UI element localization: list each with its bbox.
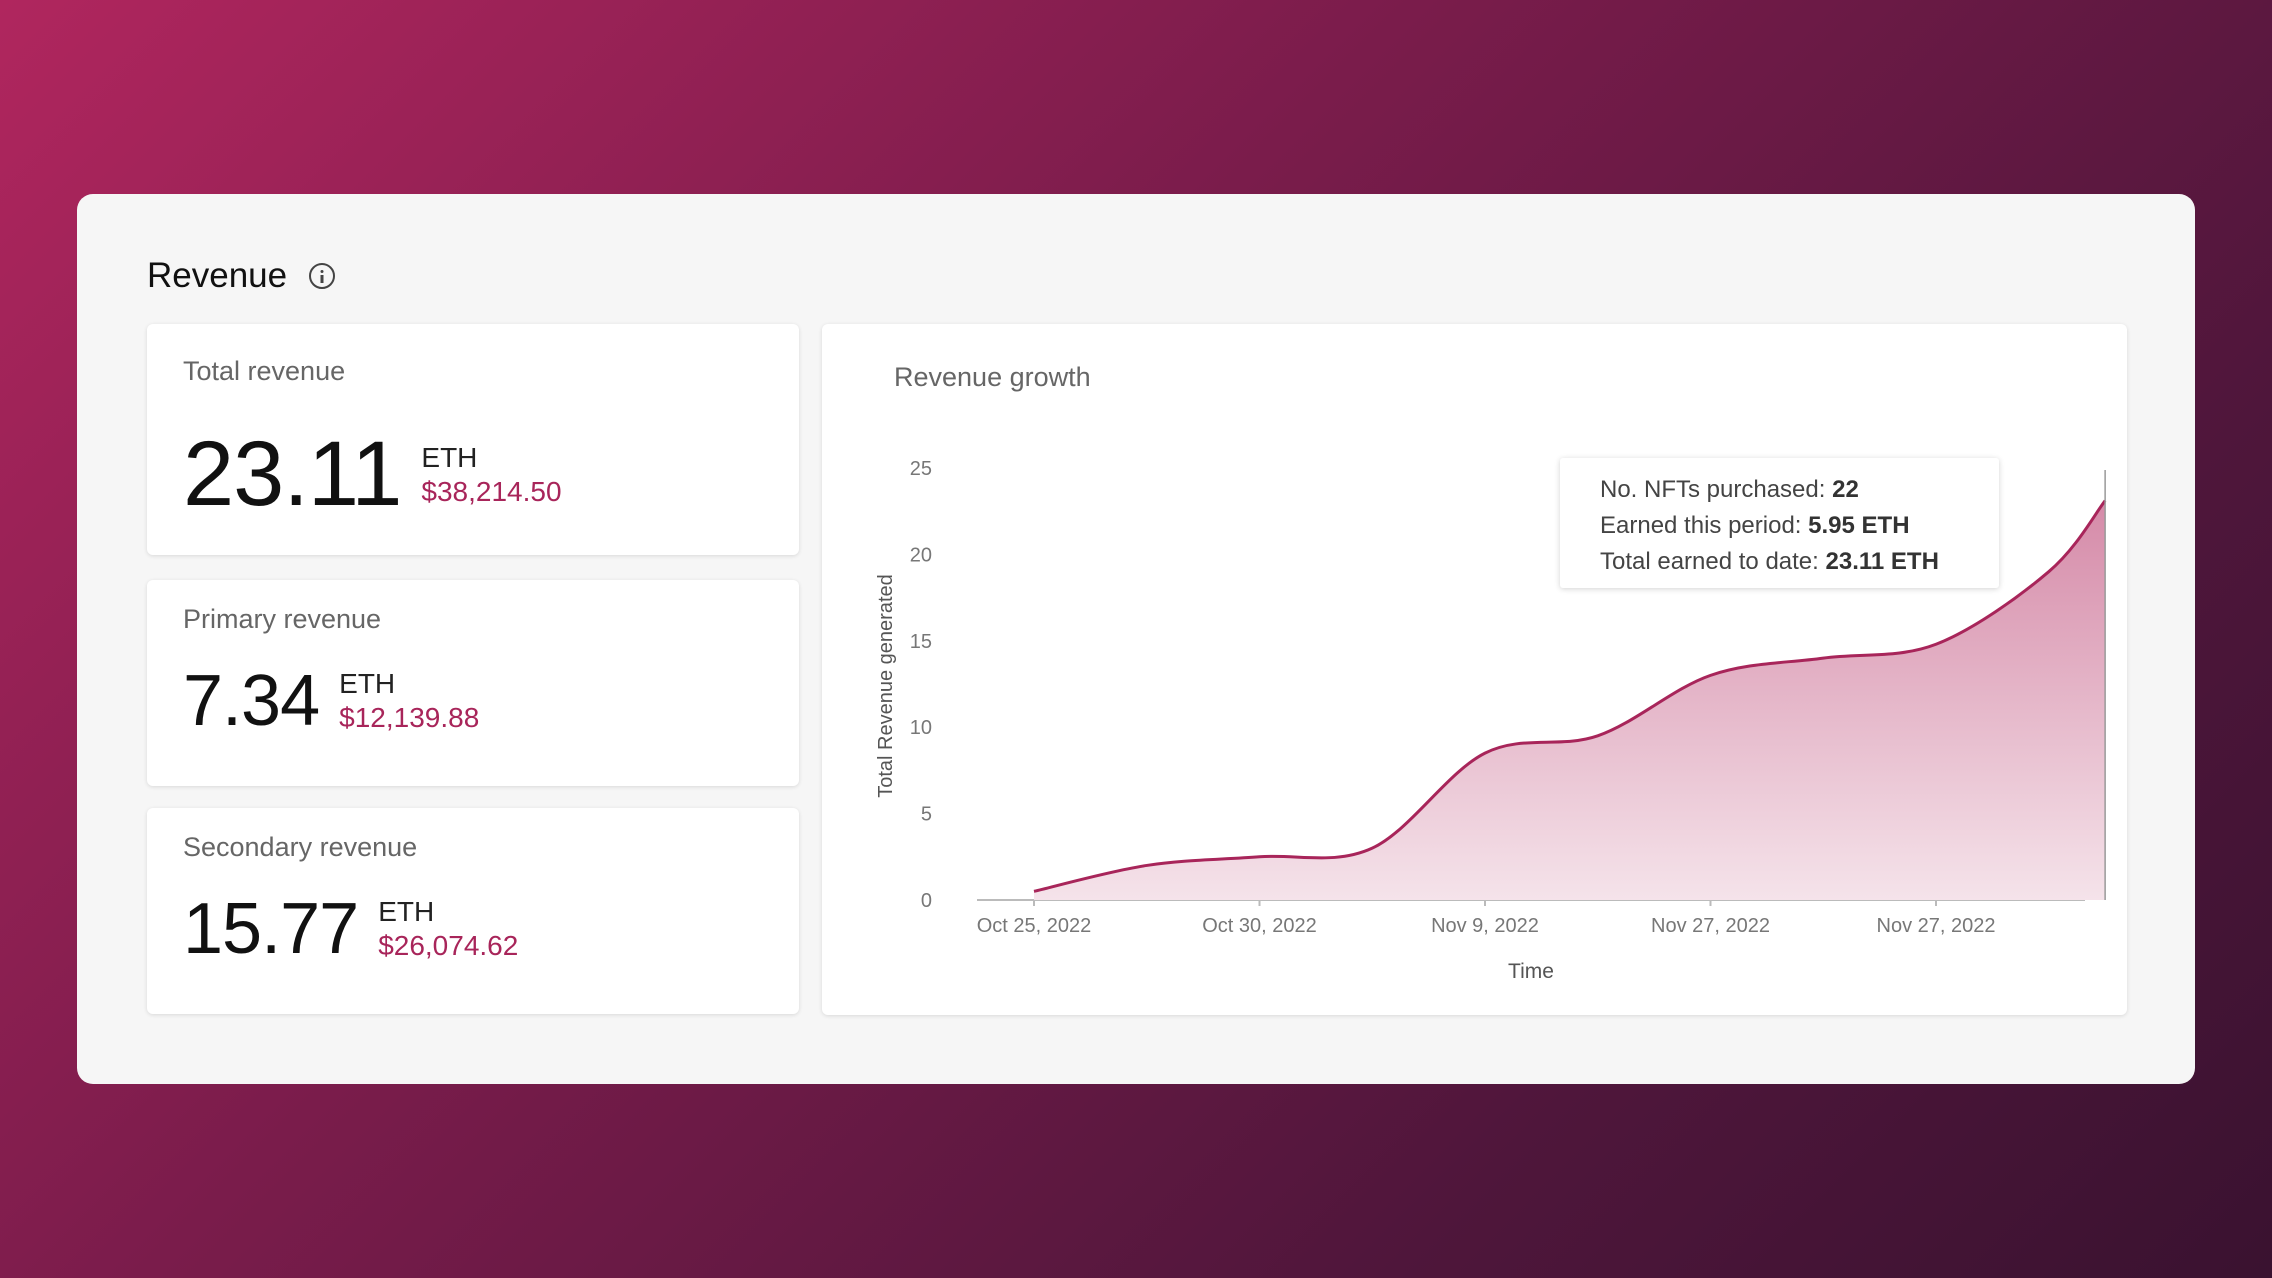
stat-fiat-value: $38,214.50 [421, 475, 562, 507]
stat-fiat-value: $12,139.88 [339, 702, 480, 733]
x-tick-label: Oct 25, 2022 [977, 915, 1092, 937]
stat-value: 15.77 [183, 889, 359, 969]
y-tick-label: 15 [910, 631, 932, 653]
stat-fiat-value: $26,074.62 [378, 930, 519, 961]
revenue-line [1033, 499, 2107, 893]
stat-unit: ETH [378, 896, 435, 927]
revenue-growth-chart[interactable]: 0 5 10 15 20 25 Total Revenue generated Oct 25,… [822, 324, 2127, 1015]
stat-units: ETH $12,139.88 [339, 667, 479, 735]
tooltip-period-label: Earned this period: [1600, 512, 1802, 539]
revenue-growth-card: Revenue growth 0 5 10 15 20 25 Total Revenue g… [822, 324, 2127, 1015]
stat-unit: ETH [339, 668, 396, 699]
y-tick-label: 25 [910, 458, 932, 480]
tooltip-total-label: Total earned to date: [1600, 548, 1819, 575]
tooltip-nfts-row: No. NFTs purchased: 22 [1600, 472, 1999, 508]
tooltip-total-value: 23.11 ETH [1825, 548, 1939, 575]
stat-units: ETH $26,074.62 [378, 895, 518, 963]
tooltip-period-value: 5.95 ETH [1808, 512, 1910, 539]
stat-value: 23.11 [183, 423, 402, 525]
y-tick-label: 10 [910, 717, 932, 739]
tooltip-nfts-label: No. NFTs purchased: [1600, 476, 1826, 503]
x-axis-label: Time [1508, 960, 1554, 983]
tooltip-period-row: Earned this period: 5.95 ETH [1600, 508, 1999, 544]
stat-row: 15.77 ETH $26,074.62 [183, 888, 518, 970]
x-tick-label: Nov 27, 2022 [1877, 915, 1996, 937]
revenue-area [1034, 500, 2106, 900]
y-tick-label: 20 [910, 544, 932, 566]
y-tick-label: 0 [921, 890, 932, 912]
secondary-revenue-card: Secondary revenue 15.77 ETH $26,074.62 [147, 808, 799, 1014]
panel-header: Revenue [147, 256, 336, 296]
tooltip-nfts-value: 22 [1832, 476, 1859, 503]
y-axis-label: Total Revenue generated [875, 574, 897, 798]
total-revenue-card: Total revenue 23.11 ETH $38,214.50 [147, 324, 799, 555]
primary-revenue-card: Primary revenue 7.34 ETH $12,139.88 [147, 580, 799, 786]
y-tick-label: 5 [921, 804, 932, 826]
x-tick-label: Nov 9, 2022 [1431, 915, 1539, 937]
chart-tooltip: No. NFTs purchased: 22 Earned this perio… [1560, 458, 1999, 588]
stat-label: Secondary revenue [183, 832, 418, 862]
revenue-panel: Revenue Total revenue 23.11 ETH $38,214.… [77, 194, 2195, 1084]
x-tick-label: Oct 30, 2022 [1202, 915, 1317, 937]
stat-row: 23.11 ETH $38,214.50 [183, 422, 562, 527]
stat-value: 7.34 [183, 661, 320, 741]
tooltip-total-row: Total earned to date: 23.11 ETH [1600, 544, 1999, 580]
stat-label: Primary revenue [183, 604, 382, 634]
stat-unit: ETH [421, 441, 478, 473]
panel-title: Revenue [147, 256, 288, 295]
stat-units: ETH $38,214.50 [421, 441, 561, 509]
stat-label: Total revenue [183, 356, 346, 386]
x-tick-label: Nov 27, 2022 [1651, 915, 1770, 937]
chart-title: Revenue growth [894, 362, 1091, 392]
stat-row: 7.34 ETH $12,139.88 [183, 660, 479, 742]
info-icon[interactable] [309, 263, 336, 289]
